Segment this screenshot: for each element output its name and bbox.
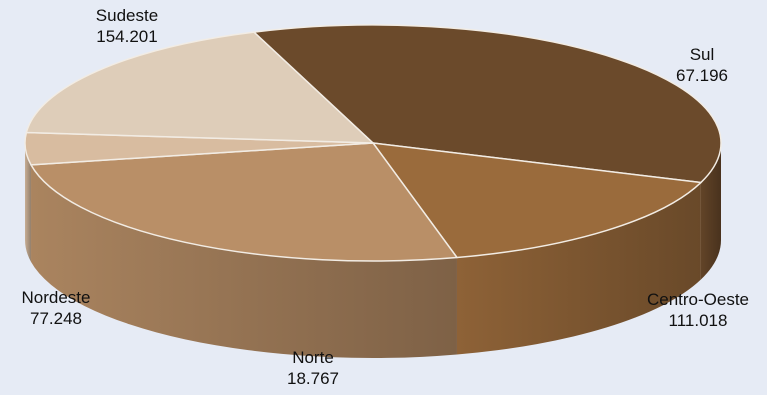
label-centro-oeste: Centro-Oeste bbox=[647, 290, 749, 309]
pie-side-walls bbox=[25, 143, 721, 358]
label-sudeste: Sudeste bbox=[96, 6, 158, 25]
side-centro-oeste bbox=[31, 164, 457, 358]
label-norte: Norte bbox=[292, 348, 334, 367]
value-label-norte: 18.767 bbox=[287, 369, 339, 388]
side-norte bbox=[25, 143, 32, 262]
slice-nordeste bbox=[25, 31, 374, 144]
value-label-sudeste: 154.201 bbox=[96, 27, 157, 46]
slice-sul bbox=[372, 142, 702, 259]
pie-labels: Sudeste 154.201 Sul 67.196 Centro-Oeste 111.0… bbox=[22, 6, 750, 388]
value-label-sul: 67.196 bbox=[676, 66, 728, 85]
side-sudeste bbox=[700, 143, 721, 280]
value-label-nordeste: 77.248 bbox=[30, 309, 82, 328]
label-sul: Sul bbox=[690, 45, 715, 64]
side-sul bbox=[456, 182, 701, 355]
slice-centro-oeste bbox=[30, 142, 458, 262]
label-nordeste: Nordeste bbox=[22, 288, 91, 307]
value-label-centro-oeste: 111.018 bbox=[669, 311, 728, 330]
pie-top-slices bbox=[24, 24, 722, 262]
slice-sudeste bbox=[253, 24, 722, 184]
